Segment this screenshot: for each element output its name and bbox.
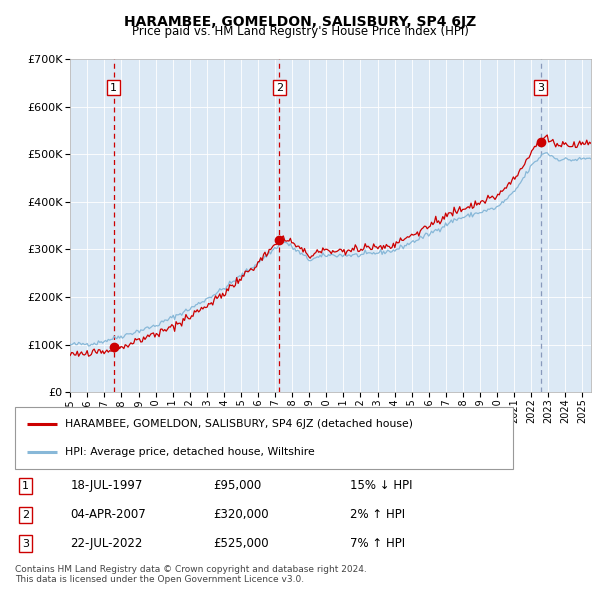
Text: 1: 1 bbox=[110, 83, 117, 93]
Text: 3: 3 bbox=[537, 83, 544, 93]
Text: 1: 1 bbox=[22, 481, 29, 491]
Text: HARAMBEE, GOMELDON, SALISBURY, SP4 6JZ: HARAMBEE, GOMELDON, SALISBURY, SP4 6JZ bbox=[124, 15, 476, 29]
Text: Price paid vs. HM Land Registry's House Price Index (HPI): Price paid vs. HM Land Registry's House … bbox=[131, 25, 469, 38]
Text: 2: 2 bbox=[22, 510, 29, 520]
Text: 3: 3 bbox=[22, 539, 29, 549]
Text: 22-JUL-2022: 22-JUL-2022 bbox=[70, 537, 143, 550]
Text: 18-JUL-1997: 18-JUL-1997 bbox=[70, 480, 143, 493]
Text: 15% ↓ HPI: 15% ↓ HPI bbox=[350, 480, 412, 493]
Text: HPI: Average price, detached house, Wiltshire: HPI: Average price, detached house, Wilt… bbox=[65, 447, 314, 457]
Text: This data is licensed under the Open Government Licence v3.0.: This data is licensed under the Open Gov… bbox=[15, 575, 304, 584]
Text: 2% ↑ HPI: 2% ↑ HPI bbox=[350, 508, 405, 521]
Text: 04-APR-2007: 04-APR-2007 bbox=[70, 508, 146, 521]
Text: 2: 2 bbox=[276, 83, 283, 93]
Text: Contains HM Land Registry data © Crown copyright and database right 2024.: Contains HM Land Registry data © Crown c… bbox=[15, 565, 367, 574]
Text: £95,000: £95,000 bbox=[213, 480, 261, 493]
Text: HARAMBEE, GOMELDON, SALISBURY, SP4 6JZ (detached house): HARAMBEE, GOMELDON, SALISBURY, SP4 6JZ (… bbox=[65, 419, 413, 429]
Text: £320,000: £320,000 bbox=[213, 508, 269, 521]
FancyBboxPatch shape bbox=[15, 407, 513, 469]
Text: 7% ↑ HPI: 7% ↑ HPI bbox=[350, 537, 405, 550]
Text: £525,000: £525,000 bbox=[213, 537, 269, 550]
